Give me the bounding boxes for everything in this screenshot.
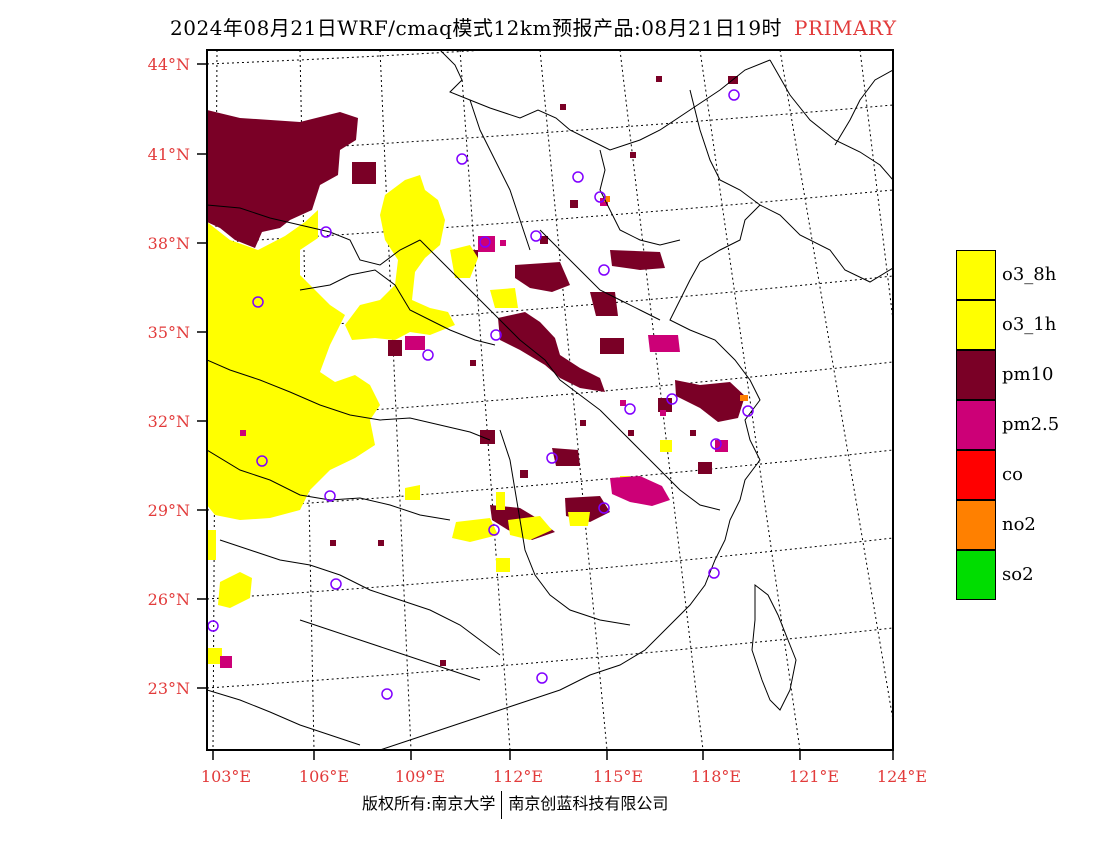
latitude-labels: 44°N 41°N 38°N 35°N 32°N 29°N 26°N 23°N (148, 55, 190, 698)
axis-ticks (197, 63, 894, 760)
lat-label: 41°N (148, 145, 190, 164)
station-markers (207, 89, 754, 700)
legend-swatch (956, 400, 996, 450)
no2-areas (604, 196, 748, 401)
legend-swatch (956, 550, 996, 600)
copyright-separator (501, 790, 503, 819)
legend-swatch (956, 500, 996, 550)
lat-label: 44°N (148, 55, 190, 74)
latitude-gridlines (207, 50, 893, 689)
map-title: 2024年08月21日WRF/cmaq模式12km预报产品:08月21日19时 P… (170, 12, 897, 41)
lat-label: 29°N (148, 501, 190, 520)
legend-label: pm10 (1002, 364, 1054, 385)
legend-swatch (956, 450, 996, 500)
o3-areas (207, 175, 672, 664)
legend-label: no2 (1002, 514, 1036, 535)
legend-swatch (956, 300, 996, 350)
legend-label: co (1002, 464, 1023, 485)
copyright: 版权所有:南京大学 南京创蓝科技有限公司 (362, 790, 668, 819)
legend-label: pm2.5 (1002, 414, 1060, 435)
legend-swatch (956, 250, 996, 300)
copyright-left: 版权所有:南京大学 (362, 794, 496, 813)
lat-label: 32°N (148, 412, 190, 431)
primary-tag: PRIMARY (794, 16, 897, 40)
lon-label: 103°E (201, 767, 251, 786)
lat-label: 23°N (148, 679, 190, 698)
lon-label: 118°E (691, 767, 741, 786)
lon-label: 106°E (299, 767, 349, 786)
legend-label: so2 (1002, 564, 1034, 585)
copyright-right: 南京创蓝科技有限公司 (508, 794, 669, 813)
legend-swatch (956, 350, 996, 400)
longitude-labels: 103°E 106°E 109°E 112°E 115°E 118°E 121°… (201, 767, 927, 786)
lat-label: 38°N (148, 234, 190, 253)
lon-label: 124°E (877, 767, 927, 786)
lon-label: 109°E (395, 767, 445, 786)
boundaries (207, 50, 893, 750)
legend-label: o3_8h (1002, 264, 1057, 285)
lon-label: 112°E (493, 767, 543, 786)
lat-label: 26°N (148, 590, 190, 609)
lon-label: 115°E (593, 767, 643, 786)
legend-label: o3_1h (1002, 314, 1057, 335)
lat-label: 35°N (148, 323, 190, 342)
lon-label: 121°E (789, 767, 839, 786)
map-frame (206, 49, 894, 751)
title-text: 2024年08月21日WRF/cmaq模式12km预报产品:08月21日19时 (170, 16, 783, 40)
